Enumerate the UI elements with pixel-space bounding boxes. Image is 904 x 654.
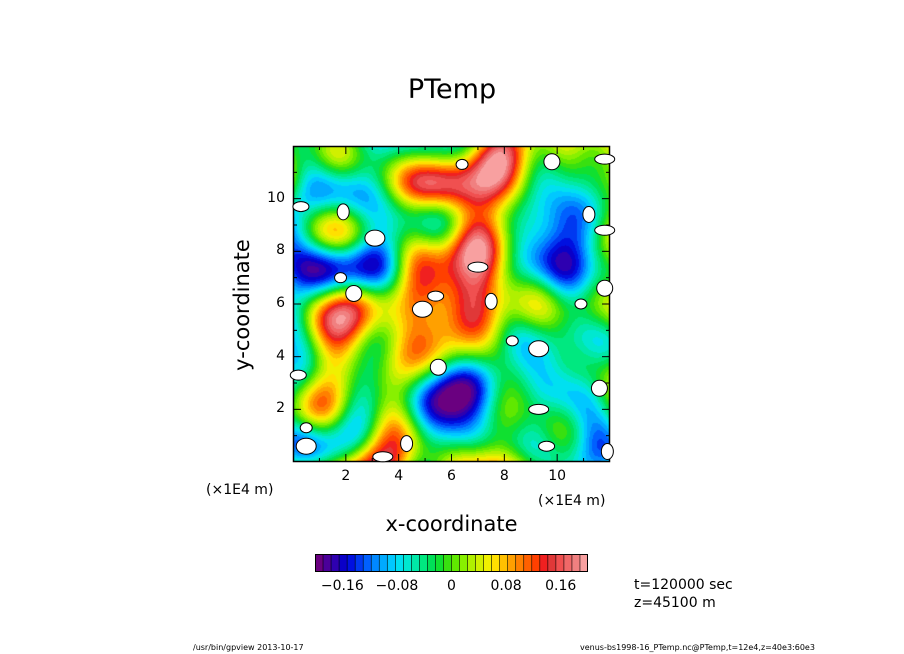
plot-border xyxy=(292,145,611,463)
white-blob xyxy=(528,340,550,358)
plot-area xyxy=(289,145,616,463)
x-tick-label: 4 xyxy=(394,468,404,484)
colorbar-swatch xyxy=(387,554,396,572)
colorbar-swatch xyxy=(499,554,509,572)
white-blob xyxy=(400,435,414,453)
y-tick-label: 4 xyxy=(276,347,285,364)
colorbar-swatch xyxy=(355,554,364,572)
y-ticks xyxy=(293,171,610,437)
colorbar-swatch xyxy=(459,554,468,572)
white-blob xyxy=(538,440,556,452)
colorbar-swatch xyxy=(443,554,452,572)
white-blob xyxy=(594,153,616,165)
colorbar-swatch xyxy=(339,554,348,572)
white-blob xyxy=(582,205,596,223)
x-multiplier: (×1E4 m) xyxy=(538,493,606,509)
y-multiplier: (×1E4 m) xyxy=(206,482,274,498)
white-blob xyxy=(427,290,445,302)
x-tick-label: 10 xyxy=(548,468,567,484)
x-axis-label: x-coordinate xyxy=(385,512,518,536)
colorbar-swatch xyxy=(515,554,525,572)
white-blob xyxy=(594,224,616,236)
colorbar-swatch xyxy=(363,554,372,572)
white-blob xyxy=(345,284,363,302)
colorbar-swatch xyxy=(411,554,420,572)
y-tick-label: 10 xyxy=(267,189,285,206)
colorbar-swatch xyxy=(571,554,581,572)
colorbar-tick-label: 0.16 xyxy=(545,578,577,594)
white-blob xyxy=(299,422,313,434)
white-blob xyxy=(543,153,561,171)
white-blob xyxy=(596,279,614,297)
colorbar-swatch xyxy=(419,554,428,572)
colorbar-swatch xyxy=(403,554,412,572)
footer-right: venus-bs1998-16_PTemp.nc@PTemp,t=12e4,z=… xyxy=(580,643,815,652)
colorbar-border xyxy=(315,554,588,572)
white-blob xyxy=(292,201,310,213)
white-blob xyxy=(295,437,317,455)
white-blob xyxy=(411,300,433,318)
colorbar-swatch xyxy=(507,554,517,572)
colorbar-swatch xyxy=(475,554,484,572)
colorbar-swatch xyxy=(451,554,460,572)
z-value: z=45100 m xyxy=(634,595,716,611)
white-blob xyxy=(467,261,489,273)
white-blob xyxy=(484,292,498,310)
colorbar-tick-label: 0 xyxy=(447,578,456,594)
y-tick-label: 8 xyxy=(276,242,285,259)
colorbar-swatch xyxy=(467,554,476,572)
colorbar-tick-label: −0.16 xyxy=(320,578,364,594)
x-tick-label: 6 xyxy=(447,468,456,484)
white-blob xyxy=(600,442,614,460)
white-blobs xyxy=(289,153,616,463)
white-blob xyxy=(364,229,386,247)
colorbar-swatch xyxy=(523,554,533,572)
white-blob xyxy=(289,369,307,381)
colorbar-swatch xyxy=(539,554,549,572)
white-blob xyxy=(455,158,469,170)
colorbar-swatch xyxy=(331,554,340,572)
colorbar-swatch xyxy=(531,554,541,572)
x-ticks xyxy=(318,146,585,462)
white-blob xyxy=(528,403,550,415)
colorbar-swatch xyxy=(371,554,380,572)
chart-title: PTemp xyxy=(407,74,497,105)
white-blob xyxy=(336,203,350,221)
colorbar-swatch xyxy=(579,554,588,572)
time-info: t=120000 sec z=45100 m xyxy=(634,576,733,612)
y-tick-label: 6 xyxy=(276,295,285,311)
colorbar-swatch xyxy=(435,554,444,572)
colorbar-swatch xyxy=(427,554,436,572)
white-blob xyxy=(505,335,519,347)
colorbar-swatch xyxy=(323,554,332,572)
colorbar-swatch xyxy=(347,554,356,572)
white-blob xyxy=(372,451,394,463)
colorbar-swatch xyxy=(315,554,324,572)
white-blob xyxy=(334,272,348,284)
x-tick-label: 2 xyxy=(341,468,351,484)
heatmap-field xyxy=(293,146,610,462)
colorbar-swatch xyxy=(491,554,500,572)
white-blob xyxy=(590,379,608,397)
y-axis-label: y-coordinate xyxy=(230,239,254,371)
colorbar-tick-label: −0.08 xyxy=(375,578,419,594)
x-tick-label: 8 xyxy=(499,468,509,484)
white-blob xyxy=(574,298,588,310)
colorbar-swatch xyxy=(563,554,573,572)
colorbar-swatch xyxy=(547,554,557,572)
colorbar xyxy=(315,554,588,572)
colorbar-tick-label: 0.08 xyxy=(490,578,522,594)
colorbar-swatch xyxy=(379,554,388,572)
colorbar-swatch xyxy=(555,554,565,572)
white-blob xyxy=(429,358,447,376)
y-tick-label: 2 xyxy=(276,400,285,417)
colorbar-swatch xyxy=(395,554,404,572)
time-value: t=120000 sec xyxy=(634,577,733,593)
colorbar-swatch xyxy=(483,554,492,572)
footer-left: /usr/bin/gpview 2013-10-17 xyxy=(193,643,304,652)
plot-overlay xyxy=(289,145,616,463)
